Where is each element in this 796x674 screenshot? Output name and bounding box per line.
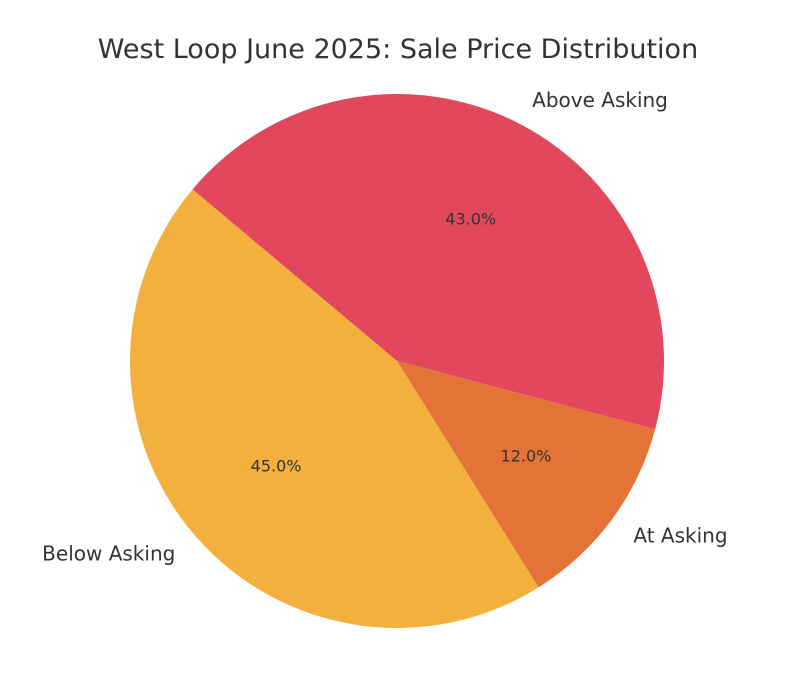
slice-label-at-asking: At Asking bbox=[633, 523, 727, 547]
pie-slices bbox=[130, 93, 665, 628]
slice-percent-below-asking: 45.0% bbox=[251, 457, 302, 476]
pie-labels: Above Asking 43.0% At Asking 12.0% Below Ask… bbox=[42, 88, 727, 565]
chart-title: West Loop June 2025: Sale Price Distribu… bbox=[98, 34, 698, 65]
slice-label-above-asking: Above Asking bbox=[532, 88, 668, 112]
pie-slice-below-asking bbox=[130, 189, 539, 628]
slice-percent-at-asking: 12.0% bbox=[501, 447, 552, 466]
pie-slice-at-asking bbox=[397, 361, 656, 588]
slice-label-below-asking: Below Asking bbox=[42, 542, 175, 566]
pie-slice-above-asking bbox=[192, 93, 665, 430]
slice-percent-above-asking: 43.0% bbox=[445, 209, 496, 228]
